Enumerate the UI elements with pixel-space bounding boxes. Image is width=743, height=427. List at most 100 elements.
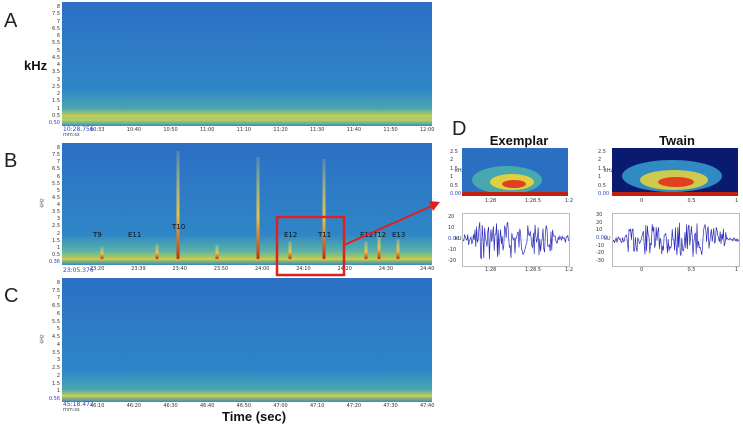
y-tick-b: 0.36 [48, 259, 60, 265]
twain-wave-ytick: -20 [596, 250, 605, 257]
y-tick-b: 4.5 [52, 194, 60, 201]
twain-spec-xtick: 0.5 [687, 198, 696, 204]
y-tick-b: 0.5 [52, 251, 60, 258]
y-tick-b: 1.5 [52, 237, 60, 244]
y-tick-b: 7 [56, 159, 60, 166]
y-tick-c: 1 [56, 388, 60, 395]
y-tick-a: 8 [56, 4, 60, 10]
panel-letter-d: D [452, 118, 467, 140]
start-time-b: 23:05.376 [63, 267, 94, 274]
y-tick-a: 0.50 [48, 120, 60, 126]
call-label: E11 [128, 231, 142, 239]
y-tick-a: 6 [56, 33, 60, 39]
y-tick-c: 3 [56, 357, 60, 364]
twain-spec-ytick: 0.5 [598, 182, 606, 189]
exemplar-waveform [462, 213, 570, 267]
twain-wave-xtick: 1 [735, 267, 739, 273]
call-mark [396, 239, 400, 259]
x-tick-a: 12:00 [420, 127, 435, 133]
exemplar-spec-ytick: 2.5 [450, 149, 458, 155]
y-tick-c: 1.5 [52, 380, 60, 387]
x-tick-a: 11:00 [200, 127, 215, 133]
exemplar-wave-unit: kU [455, 236, 462, 242]
x-axis-title: Time (sec) [222, 409, 287, 424]
y-tick-b: 3.5 [52, 209, 60, 216]
y-tick-c: 2 [56, 372, 60, 379]
call-mark [322, 159, 326, 259]
call-mark [288, 241, 292, 259]
y-tick-a: 4 [56, 62, 60, 68]
y-tick-a: 5.5 [52, 40, 60, 47]
y-tick-b: 2 [56, 230, 60, 237]
y-tick-c: 5 [56, 326, 60, 333]
exemplar-spec-ytick: 2 [450, 157, 454, 164]
time-unit-a: mm:ss [63, 132, 80, 138]
exemplar-spec-xtick: 1:2 [565, 198, 574, 204]
y-tick-a: 2.5 [52, 83, 60, 90]
exemplar-wave-xtick: 1:2 [565, 267, 574, 273]
x-tick-c: 47:30 [383, 403, 398, 409]
twain-spec-xtick: 1 [735, 198, 739, 204]
y-tick-a: 2 [56, 91, 60, 97]
call-label: T9 [93, 231, 102, 239]
twain-wave-ytick: 30 [596, 212, 603, 218]
y-tick-b: 6 [56, 173, 60, 180]
y-tick-b: 3 [56, 216, 60, 223]
call-label: T11 [318, 231, 332, 239]
call-mark [100, 247, 104, 259]
x-tick-a: 11:30 [310, 127, 325, 133]
exemplar-spec-ytick: 0.00 [450, 191, 462, 197]
exemplar-spec-ytick: 1.5 [450, 165, 458, 172]
call-mark [377, 233, 381, 259]
x-tick-c: 47:40 [420, 403, 435, 409]
y-tick-a: 0.5 [52, 112, 60, 119]
y-tick-c: 3.5 [52, 349, 60, 356]
x-tick-a: 11:20 [273, 127, 288, 133]
time-unit-c: mm:ss [63, 407, 80, 413]
twain-wave-xtick: 0.5 [687, 267, 696, 273]
call-label: T12 [373, 231, 387, 239]
x-tick-b: 23:50 [213, 266, 229, 272]
x-tick-b: 23:40 [172, 266, 187, 272]
y-tick-c: 7.5 [52, 287, 60, 294]
start-time-a: 10:28.756 [63, 126, 94, 133]
call-mark [364, 241, 368, 259]
y-tick-c: 4 [56, 341, 60, 348]
exemplar-wave-ytick: 10 [448, 225, 455, 231]
twain-spec-ytick: 1.5 [598, 165, 606, 172]
twain-wave-ytick: 20 [596, 219, 603, 226]
exemplar-wave-ytick: 0.00 [448, 236, 460, 242]
call-label: T10 [172, 223, 186, 231]
y-tick-b: 8 [56, 145, 60, 151]
call-label: E13 [392, 231, 406, 239]
spectrogram-a-svg [62, 2, 432, 126]
exemplar-spec-ytick: 0.5 [450, 182, 458, 189]
x-tick-c: 46:10 [90, 403, 105, 409]
panel-letter-c: C [4, 285, 19, 307]
x-tick-b: 24:40 [420, 266, 435, 272]
exemplar-spectrogram [462, 148, 568, 196]
twain-title: Twain [659, 133, 695, 148]
y-tick-c: 6.5 [52, 303, 60, 310]
twain-wave-ytick: 0.00 [596, 235, 608, 241]
spectrogram-b-svg [62, 143, 432, 265]
call-label: E12 [284, 231, 298, 239]
x-tick-a: 11:50 [383, 127, 398, 133]
y-tick-b: 7.5 [52, 152, 60, 159]
start-time-c: 45:18.477 [63, 401, 94, 408]
spectrogram-c [62, 278, 432, 402]
x-tick-b: 23:20 [90, 266, 105, 272]
twain-spec-ytick: 0.00 [598, 191, 610, 197]
y-tick-a: 4.5 [52, 54, 60, 61]
call-mark [176, 151, 180, 259]
y-tick-a: 6.5 [52, 25, 60, 32]
x-tick-b: 24:30 [378, 266, 394, 272]
y-tick-b: 1 [56, 244, 60, 251]
y-tick-a: 5 [56, 47, 60, 54]
twain-wave-ytick: -10 [596, 242, 605, 249]
spectrogram-a [62, 2, 432, 126]
exemplar-wave-ytick: -20 [448, 258, 457, 264]
x-tick-c: 46:30 [163, 403, 178, 409]
twain-spec-ytick: 1 [598, 174, 602, 181]
